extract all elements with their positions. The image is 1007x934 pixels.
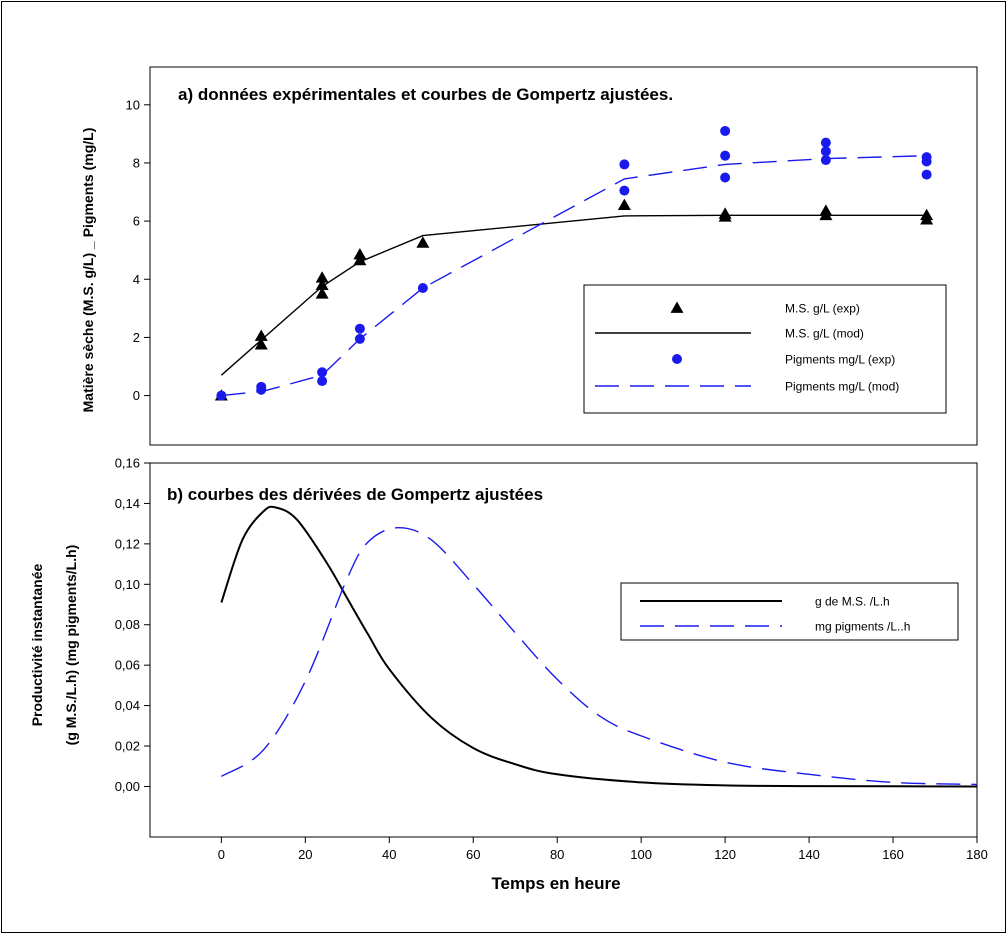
panel-a-point-0	[353, 248, 367, 260]
panel-b-x-tick-label: 100	[630, 847, 652, 862]
panel-a-point-2	[820, 155, 831, 166]
panel-a-y-tick-label: 2	[133, 330, 140, 345]
panel-b-legend-box	[620, 582, 959, 641]
panel-a-legend-box	[583, 284, 947, 414]
panel-b-x-tick-label: 0	[218, 847, 225, 862]
panel-a-y-tick-label: 10	[126, 97, 140, 112]
panel-b-series-line-0	[220, 505, 978, 788]
panel-b-x-tick-label: 120	[714, 847, 736, 862]
panel-b-y-axis-label-units: (g M.S./L.h) (mg pigments/L.h)	[63, 545, 79, 746]
panel-b-x-tick-label: 20	[298, 847, 312, 862]
panel-a-point-2	[354, 323, 365, 334]
panel-a-y-tick-label: 0	[133, 388, 140, 403]
panel-a-point-2	[619, 159, 630, 170]
panel-a-point-0	[819, 208, 833, 221]
panel-a-point-2	[921, 156, 932, 167]
panel-b-x-tick-label: 80	[550, 847, 564, 862]
panel-a-legend-marker	[670, 301, 684, 313]
panel-a: a) données expérimentales et courbes de …	[80, 66, 978, 446]
panel-b-lines	[220, 505, 978, 788]
panel-a-point-2	[820, 146, 831, 157]
panel-b-y-tick-label: 0,08	[115, 617, 140, 632]
panel-b-y-tick-label: 0,12	[115, 536, 140, 551]
panel-b-y-tick-label: 0,04	[115, 698, 140, 713]
panel-b-legend: g de M.S. /L.h mg pigments /L..h	[620, 582, 959, 641]
panel-a-point-2	[256, 384, 267, 395]
panel-b-y-tick-label: 0,16	[115, 456, 140, 471]
panel-a-point-2	[720, 172, 731, 183]
panel-a-y-tick-label: 8	[133, 155, 140, 170]
panel-a-legend-marker	[672, 354, 682, 364]
panel-b-y-tick-label: 0,10	[115, 577, 140, 592]
panel-b-y-tick-label: 0,02	[115, 739, 140, 754]
panel-a-point-0	[617, 198, 631, 210]
panel-a-point-0	[254, 329, 268, 341]
panel-a-y-tick-label: 4	[133, 272, 140, 287]
panel-a-point-0	[315, 278, 329, 290]
panel-b-title: b) courbes des dérivées de Gompertz ajus…	[167, 485, 543, 504]
panel-a-legend-label: M.S. g/L (mod)	[785, 327, 864, 341]
panel-b-y-tick-label: 0,06	[115, 658, 140, 673]
panel-b-x-tick-label: 60	[466, 847, 480, 862]
panel-a-title: a) données expérimentales et courbes de …	[178, 85, 673, 104]
panel-b-x-tick-label: 140	[798, 847, 820, 862]
panel-b-legend-label: mg pigments /L..h	[815, 620, 910, 634]
panel-a-point-2	[417, 282, 428, 293]
panel-b-series-line-1	[221, 526, 978, 786]
panel-a-frame	[149, 66, 978, 446]
panel-a-point-2	[720, 150, 731, 161]
panel-a-point-0	[718, 210, 732, 222]
panel-a-axes: 0 2 4 6 8 10	[126, 97, 150, 403]
panel-a-y-axis-label: Matière sèche (M.S. g/L) _ Pigments (mg/…	[80, 128, 96, 413]
panel-a-point-0	[315, 287, 329, 299]
panel-a-legend-label: M.S. g/L (exp)	[785, 302, 860, 316]
panel-a-point-2	[216, 390, 227, 401]
panel-a-point-0	[416, 236, 430, 248]
panel-b-axes: 0,00 0,02 0,04 0,06 0,08 0,10 0,12 0,14 0,16 0 20 4…	[115, 456, 988, 863]
panel-b-legend-label: g de M.S. /L.h	[815, 595, 890, 609]
panel-a-point-0	[353, 253, 367, 266]
panel-a-point-2	[720, 125, 731, 136]
panel-a-point-0	[315, 271, 329, 283]
panel-b: b) courbes des dérivées de Gompertz ajus…	[29, 456, 988, 894]
panel-b-x-tick-label: 180	[966, 847, 988, 862]
panel-a-point-2	[921, 169, 932, 180]
panel-b-x-tick-label: 40	[382, 847, 396, 862]
panel-a-points	[214, 125, 934, 401]
panel-a-legend-label: Pigments mg/L (exp)	[785, 353, 895, 367]
panel-a-legend: M.S. g/L (exp) M.S. g/L (mod) Pigments mg/…	[583, 284, 947, 414]
panel-a-series-line-3	[221, 155, 927, 397]
panel-a-point-2	[317, 367, 328, 378]
panel-b-x-tick-label: 160	[882, 847, 904, 862]
panel-a-point-2	[619, 185, 630, 196]
panel-a-point-2	[820, 137, 831, 148]
panel-a-point-0	[920, 213, 934, 225]
panel-b-y-tick-label: 0,00	[115, 779, 140, 794]
panel-a-point-0	[254, 338, 268, 350]
panel-b-frame	[149, 462, 978, 838]
panel-a-point-2	[317, 376, 328, 387]
panel-b-y-axis-label: Productivité instantanée	[29, 563, 45, 726]
panel-a-point-2	[354, 333, 365, 344]
panel-b-y-tick-label: 0,14	[115, 496, 140, 511]
panel-a-y-tick-label: 6	[133, 214, 140, 229]
x-axis-title: Temps en heure	[491, 874, 620, 893]
panel-a-legend-label: Pigments mg/L (mod)	[785, 380, 899, 394]
